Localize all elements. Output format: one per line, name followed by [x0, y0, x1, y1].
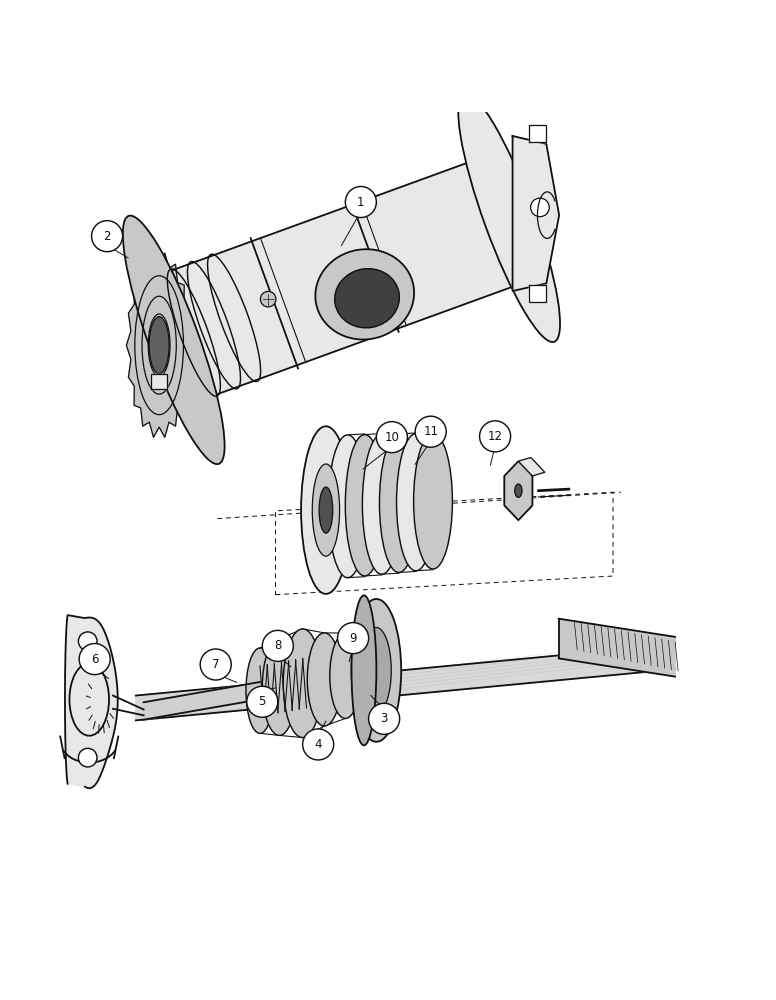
Circle shape — [200, 649, 231, 680]
Polygon shape — [529, 125, 546, 142]
Polygon shape — [65, 615, 118, 788]
Text: 1: 1 — [357, 196, 365, 209]
Ellipse shape — [397, 434, 435, 571]
Polygon shape — [151, 156, 532, 402]
Polygon shape — [126, 253, 192, 437]
Circle shape — [247, 686, 278, 717]
Text: 7: 7 — [212, 658, 220, 671]
Polygon shape — [136, 644, 675, 720]
Polygon shape — [144, 682, 260, 720]
Circle shape — [78, 748, 97, 767]
Ellipse shape — [362, 434, 401, 574]
Ellipse shape — [514, 484, 522, 497]
Circle shape — [531, 198, 549, 217]
Text: 2: 2 — [103, 230, 111, 243]
Circle shape — [261, 291, 276, 307]
Ellipse shape — [262, 639, 296, 735]
Text: 8: 8 — [274, 639, 282, 652]
Ellipse shape — [307, 633, 341, 726]
Ellipse shape — [301, 426, 351, 594]
Text: 5: 5 — [258, 695, 266, 708]
Circle shape — [369, 703, 400, 734]
Ellipse shape — [352, 599, 401, 742]
Polygon shape — [518, 457, 545, 476]
Circle shape — [79, 644, 110, 675]
Polygon shape — [151, 374, 167, 389]
Ellipse shape — [149, 317, 169, 374]
Ellipse shape — [334, 269, 400, 328]
Ellipse shape — [362, 628, 391, 713]
Circle shape — [262, 630, 293, 661]
Text: 4: 4 — [314, 738, 322, 751]
Circle shape — [415, 416, 446, 447]
Circle shape — [78, 632, 97, 651]
Text: 12: 12 — [487, 430, 503, 443]
Ellipse shape — [319, 487, 333, 533]
Circle shape — [480, 421, 511, 452]
Text: 6: 6 — [91, 653, 99, 666]
Ellipse shape — [352, 595, 376, 745]
Ellipse shape — [414, 433, 452, 569]
Polygon shape — [559, 619, 675, 677]
Text: 11: 11 — [423, 425, 438, 438]
Ellipse shape — [330, 633, 361, 718]
Polygon shape — [529, 285, 546, 302]
Ellipse shape — [459, 94, 560, 342]
Ellipse shape — [123, 216, 224, 464]
Ellipse shape — [312, 464, 340, 556]
Polygon shape — [513, 136, 559, 291]
Ellipse shape — [345, 435, 384, 576]
Ellipse shape — [315, 249, 414, 340]
Circle shape — [338, 623, 369, 654]
Ellipse shape — [379, 434, 418, 572]
Ellipse shape — [246, 648, 274, 733]
Circle shape — [376, 422, 407, 453]
Text: 9: 9 — [349, 632, 357, 645]
Text: 10: 10 — [384, 431, 400, 444]
Circle shape — [345, 186, 376, 218]
Ellipse shape — [328, 435, 367, 578]
Polygon shape — [504, 461, 532, 520]
Circle shape — [92, 221, 123, 252]
Text: 3: 3 — [380, 712, 388, 725]
Ellipse shape — [283, 629, 322, 738]
Circle shape — [303, 729, 334, 760]
